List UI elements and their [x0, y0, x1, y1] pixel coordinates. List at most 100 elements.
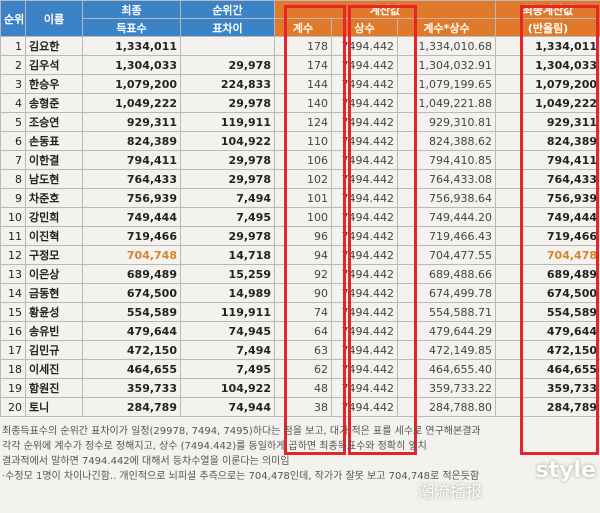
- gap-cell: 7,495: [180, 359, 275, 379]
- gap-cell: 104,922: [180, 131, 275, 151]
- table-row: 1 김요한 1,334,011 178 7494.442 1,334,010.68 1,33…: [0, 36, 600, 56]
- votes-cell: 472,150: [82, 340, 181, 360]
- const-cell: 7494.442: [331, 169, 398, 189]
- table-row: 13 이은상 689,489 15,259 92 7494.442 689,488.66 68…: [0, 264, 600, 284]
- name-cell: 김요한: [25, 36, 83, 56]
- votes-cell: 479,644: [82, 321, 181, 341]
- const-cell: 7494.442: [331, 378, 398, 398]
- product-cell: 674,499.78: [396, 283, 497, 303]
- rank-cell: 6: [0, 131, 26, 151]
- gap-cell: 119,911: [180, 302, 275, 322]
- product-cell: 359,733.22: [396, 378, 497, 398]
- gap-cell: 29,978: [180, 169, 275, 189]
- product-cell: 749,444.20: [396, 207, 497, 227]
- gap-cell: 29,978: [180, 226, 275, 246]
- name-cell: 함원진: [25, 378, 83, 398]
- header-final-votes-2: 득표수: [82, 18, 181, 37]
- header-gap-1: 순위간: [180, 0, 275, 19]
- const-cell: 7494.442: [331, 302, 398, 322]
- rounded-cell: 1,334,011: [495, 36, 600, 56]
- table-row: 5 조승연 929,311 119,911 124 7494.442 929,310.81 9…: [0, 112, 600, 132]
- coef-cell: 102: [274, 169, 332, 189]
- votes-cell: 689,489: [82, 264, 181, 284]
- header-gap-2: 표차이: [180, 18, 275, 37]
- votes-cell: 794,411: [82, 150, 181, 170]
- rank-cell: 17: [0, 340, 26, 360]
- coef-cell: 38: [274, 397, 332, 417]
- gap-cell: 7,494: [180, 340, 275, 360]
- header-row-1: 순위 이름 최종 순위간 계산값 최종계산값: [0, 0, 600, 37]
- votes-cell: 704,748: [82, 245, 181, 265]
- name-cell: 이세진: [25, 359, 83, 379]
- name-cell: 토니: [25, 397, 83, 417]
- rounded-cell: 794,411: [495, 150, 600, 170]
- const-cell: 7494.442: [331, 150, 398, 170]
- name-cell: 남도현: [25, 169, 83, 189]
- name-cell: 이은상: [25, 264, 83, 284]
- product-cell: 1,334,010.68: [396, 36, 497, 56]
- rounded-cell: 1,049,222: [495, 93, 600, 113]
- const-cell: 7494.442: [331, 112, 398, 132]
- header-coef: 계수: [274, 18, 332, 37]
- votes-cell: 674,500: [82, 283, 181, 303]
- votes-cell: 554,589: [82, 302, 181, 322]
- table-row: 9 차준호 756,939 7,494 101 7494.442 756,938.64 756…: [0, 188, 600, 208]
- votes-cell: 719,466: [82, 226, 181, 246]
- header-product: 계수*상수: [396, 18, 497, 37]
- table-row: 4 송형준 1,049,222 29,978 140 7494.442 1,049,221.…: [0, 93, 600, 113]
- coef-cell: 106: [274, 150, 332, 170]
- coef-cell: 92: [274, 264, 332, 284]
- product-cell: 764,433.08: [396, 169, 497, 189]
- gap-cell: 224,833: [180, 74, 275, 94]
- coef-cell: 101: [274, 188, 332, 208]
- rank-cell: 1: [0, 36, 26, 56]
- const-cell: 7494.442: [331, 283, 398, 303]
- name-cell: 차준호: [25, 188, 83, 208]
- rounded-cell: 1,079,200: [495, 74, 600, 94]
- product-cell: 824,388.62: [396, 131, 497, 151]
- vote-table: 순위 이름 최종 순위간 계산값 최종계산값 득표수 표차이 계수 상수 계수*…: [0, 0, 600, 417]
- table-row: 8 남도현 764,433 29,978 102 7494.442 764,433.08 76…: [0, 169, 600, 189]
- rank-cell: 19: [0, 378, 26, 398]
- votes-cell: 929,311: [82, 112, 181, 132]
- product-cell: 1,049,221.88: [396, 93, 497, 113]
- rank-cell: 12: [0, 245, 26, 265]
- const-cell: 7494.442: [331, 264, 398, 284]
- rank-cell: 18: [0, 359, 26, 379]
- coef-cell: 96: [274, 226, 332, 246]
- product-cell: 794,410.85: [396, 150, 497, 170]
- table-row: 3 한승우 1,079,200 224,833 144 7494.442 1,079,199…: [0, 74, 600, 94]
- rank-cell: 8: [0, 169, 26, 189]
- rounded-cell: 824,389: [495, 131, 600, 151]
- rounded-cell: 764,433: [495, 169, 600, 189]
- const-cell: 7494.442: [331, 74, 398, 94]
- product-cell: 929,310.81: [396, 112, 497, 132]
- table-row: 7 이한결 794,411 29,978 106 7494.442 794,410.85 79…: [0, 150, 600, 170]
- votes-cell: 756,939: [82, 188, 181, 208]
- coef-cell: 64: [274, 321, 332, 341]
- note-line: 각각 순위에 계수가 정수로 정해지고, 상수 (7494.442)를 동일하게…: [2, 441, 427, 452]
- rank-cell: 3: [0, 74, 26, 94]
- product-cell: 1,304,032.91: [396, 55, 497, 75]
- header-row-2: 득표수 표차이 계수 상수 계수*상수 (반올림): [1, 18, 600, 37]
- table-row: 18 이세진 464,655 7,495 62 7494.442 464,655.40 464…: [0, 359, 600, 379]
- product-cell: 479,644.29: [396, 321, 497, 341]
- header-name: 이름: [25, 0, 83, 37]
- gap-cell: 7,494: [180, 188, 275, 208]
- table-row: 11 이진혁 719,466 29,978 96 7494.442 719,466.43 71…: [0, 226, 600, 246]
- votes-cell: 1,049,222: [82, 93, 181, 113]
- coef-cell: 144: [274, 74, 332, 94]
- table-row: 17 김민규 472,150 7,494 63 7494.442 472,149.85 472…: [0, 340, 600, 360]
- name-cell: 구정모: [25, 245, 83, 265]
- table-row: 12 구정모 704,748 14,718 94 7494.442 704,477.55 70…: [0, 245, 600, 265]
- rounded-cell: 359,733: [495, 378, 600, 398]
- coef-cell: 94: [274, 245, 332, 265]
- header-final-calc-2: (반올림): [495, 18, 600, 37]
- rank-cell: 14: [0, 283, 26, 303]
- gap-cell: 15,259: [180, 264, 275, 284]
- rounded-cell: 704,478: [495, 245, 600, 265]
- name-cell: 금동현: [25, 283, 83, 303]
- table-row: 20 토니 284,789 74,944 38 7494.442 284,788.80 284…: [0, 397, 600, 417]
- votes-cell: 1,079,200: [82, 74, 181, 94]
- name-cell: 이진혁: [25, 226, 83, 246]
